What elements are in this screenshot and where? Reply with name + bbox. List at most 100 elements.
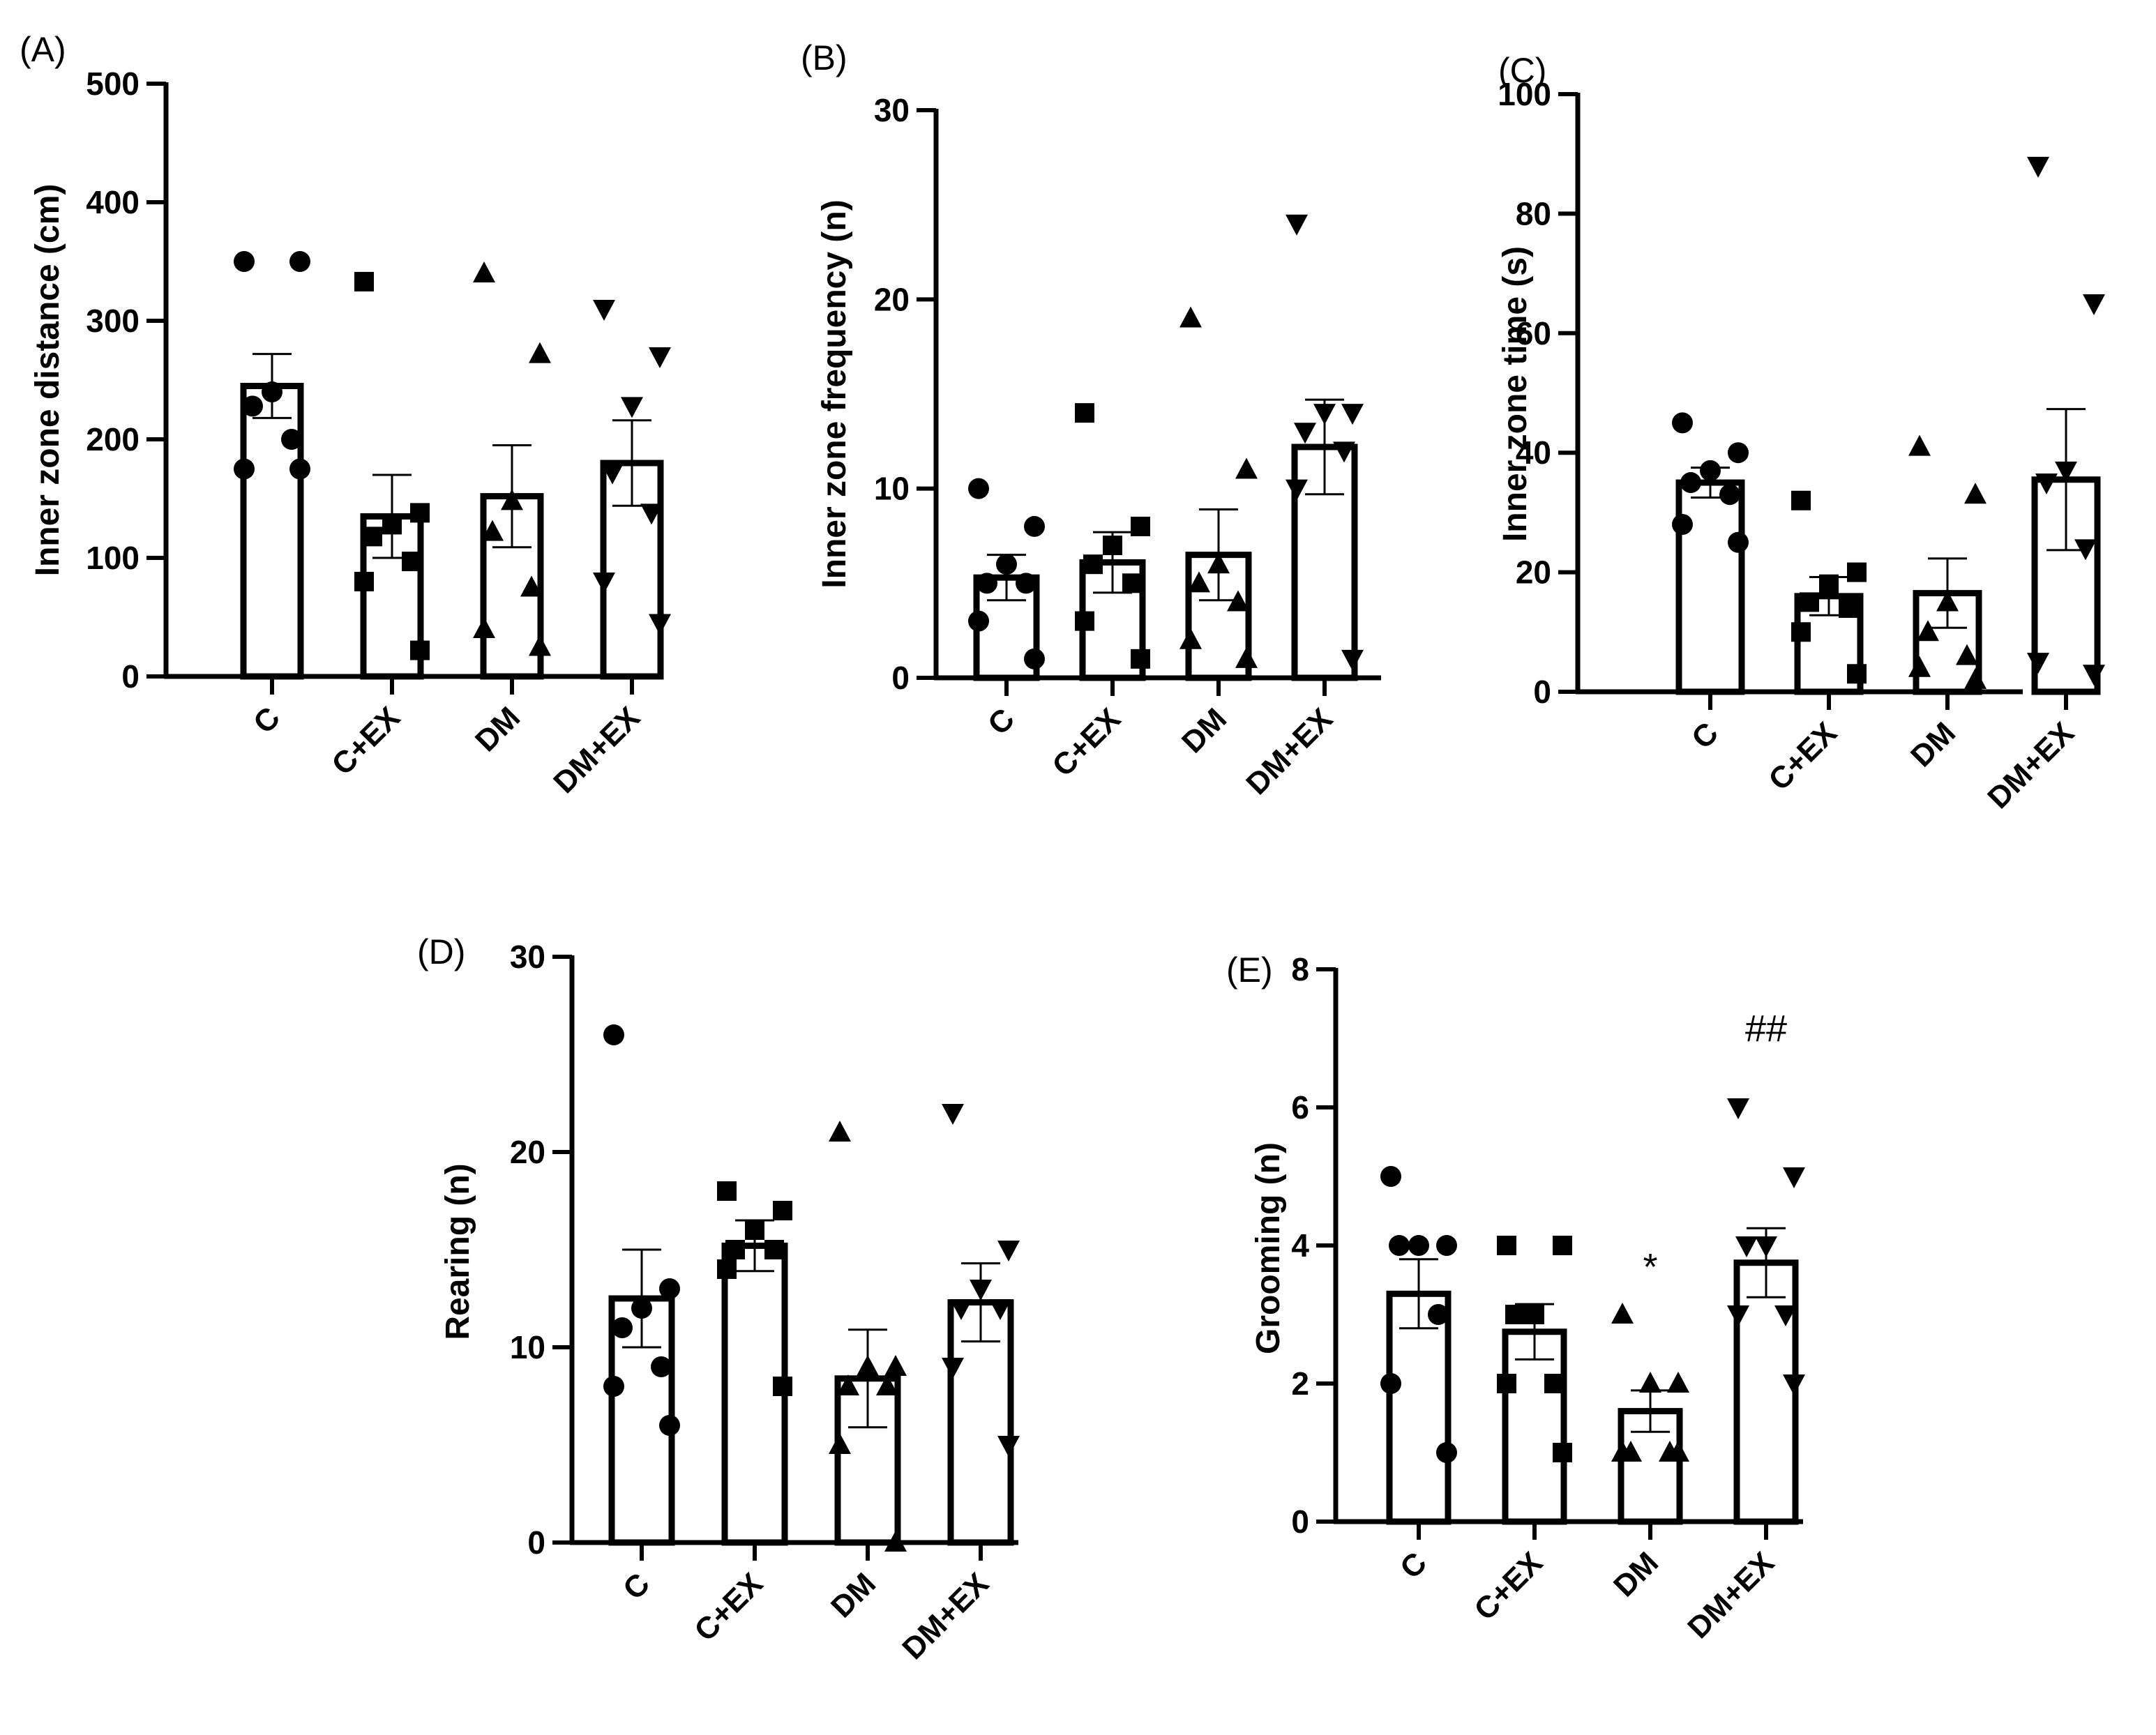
data-point	[1286, 214, 1308, 236]
x-tick-label: C+EX	[1762, 715, 1844, 797]
x-tick-label: DM	[1607, 1545, 1665, 1603]
data-point	[773, 1201, 792, 1220]
data-point	[829, 1433, 851, 1454]
data-point	[717, 1181, 737, 1201]
y-tick-label: 0	[891, 660, 910, 696]
data-point	[1436, 1235, 1457, 1256]
x-tick-label: C+EX	[1468, 1545, 1549, 1627]
y-tick-label: 10	[874, 471, 910, 507]
panel-letter: (E)	[1226, 950, 1273, 990]
data-point	[1016, 573, 1036, 594]
data-point	[884, 1355, 907, 1376]
x-tick-label: DM	[824, 1566, 882, 1624]
y-tick-label: 0	[1291, 1503, 1309, 1540]
y-axis-label: Inner zone time (s)	[1497, 246, 1534, 542]
y-tick-label: 60	[1516, 315, 1551, 351]
data-point	[968, 610, 989, 632]
data-point	[876, 1374, 898, 1395]
data-point	[2027, 156, 2049, 178]
y-tick-label: 0	[121, 658, 140, 695]
data-point	[2027, 653, 2049, 674]
y-tick-label: 200	[86, 421, 140, 457]
data-point	[593, 300, 615, 321]
y-tick-label: 2	[1291, 1365, 1309, 1402]
data-point	[1436, 1442, 1457, 1463]
y-axis-label: Inner zone distance (cm)	[29, 184, 66, 577]
x-tick-label: C	[617, 1566, 656, 1606]
data-point	[1380, 1373, 1401, 1394]
data-point	[764, 1240, 784, 1259]
data-point	[977, 573, 997, 594]
chart-panel-c: (C) Inner zone time (s) 0 20 40 60 80 100 C C+EX D…	[1497, 51, 2105, 815]
data-point	[1791, 622, 1811, 642]
data-point	[529, 342, 551, 363]
panel-letter: (B)	[801, 38, 847, 77]
data-point	[1639, 1372, 1661, 1393]
data-point	[473, 262, 495, 282]
data-point	[1667, 1441, 1689, 1462]
bar-c	[1386, 1290, 1452, 1525]
data-point	[1727, 1305, 1749, 1326]
data-point	[593, 573, 615, 593]
x-tick-label: C	[981, 702, 1021, 741]
data-point	[1083, 554, 1103, 575]
data-point	[659, 1278, 680, 1299]
data-point	[1774, 1305, 1797, 1326]
data-point	[1611, 1441, 1634, 1462]
data-point	[1680, 472, 1701, 494]
y-tick-label: 10	[510, 1329, 545, 1365]
data-point	[649, 347, 671, 368]
y-tick-label: 20	[874, 281, 910, 317]
data-point	[354, 572, 374, 591]
data-point	[1611, 1303, 1634, 1324]
data-point	[1791, 490, 1811, 510]
data-point	[363, 526, 382, 547]
data-point	[1917, 620, 1939, 642]
data-point	[1131, 649, 1150, 669]
data-point	[1341, 649, 1364, 671]
data-point	[621, 397, 643, 418]
y-axis-label: Grooming (n)	[1250, 1142, 1287, 1354]
bar-dm-plus-ex	[1733, 1259, 1799, 1525]
data-point	[1428, 1304, 1449, 1325]
data-point	[1847, 664, 1867, 684]
data-point	[603, 1024, 624, 1045]
x-tick-label: DM+EX	[1239, 702, 1339, 801]
data-point	[289, 251, 310, 272]
data-point	[1964, 667, 1987, 689]
data-point	[1286, 479, 1308, 501]
data-point	[829, 1121, 851, 1142]
x-tick-label: C	[1394, 1545, 1433, 1585]
data-point	[968, 478, 989, 499]
data-point	[289, 458, 310, 480]
y-tick-label: 20	[1516, 554, 1551, 591]
chart-panel-d: (D) Rearing (n) 0 10 20 30 C C+EX DM DM+EX	[417, 932, 1020, 1666]
x-tick-label: C+EX	[688, 1566, 769, 1648]
y-axis-label: Inner zone frequency (n)	[816, 199, 853, 588]
y-tick-label: 6	[1291, 1089, 1309, 1126]
data-point	[473, 617, 495, 638]
panel-letter: (D)	[417, 932, 465, 971]
significance-annotation: *	[1643, 1246, 1657, 1288]
data-point	[242, 395, 263, 417]
y-tick-label: 30	[874, 92, 910, 128]
data-point	[1341, 404, 1364, 425]
data-point	[1497, 1236, 1516, 1255]
data-point	[1672, 412, 1693, 434]
data-point	[989, 1299, 1011, 1320]
data-point	[234, 251, 255, 272]
data-point	[402, 552, 421, 572]
data-point	[481, 520, 504, 541]
data-point	[1783, 1167, 1805, 1188]
data-point	[2035, 473, 2058, 495]
data-point	[1505, 1305, 1525, 1324]
data-point	[1908, 434, 1931, 456]
data-point	[529, 635, 551, 656]
data-point	[1847, 562, 1867, 582]
x-tick-label: C+EX	[325, 700, 407, 782]
data-point	[837, 1374, 859, 1395]
data-point	[884, 1531, 907, 1552]
y-tick-label: 300	[86, 303, 140, 339]
data-point	[1544, 1374, 1564, 1393]
